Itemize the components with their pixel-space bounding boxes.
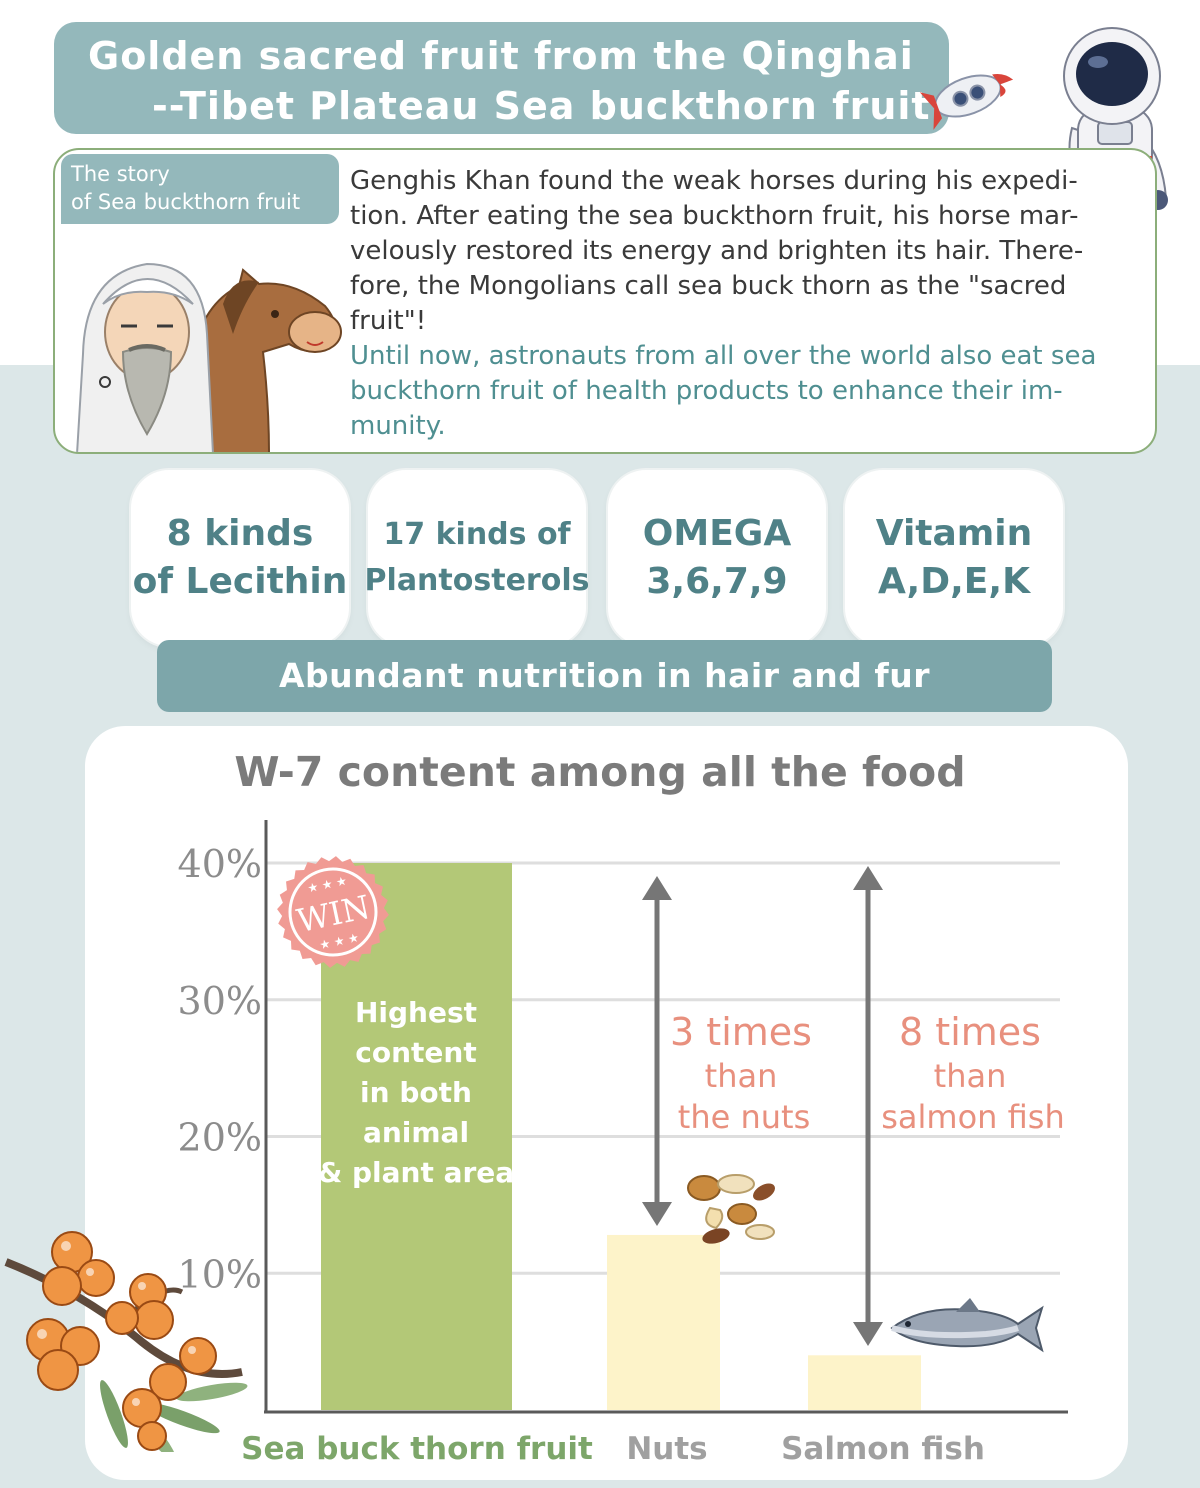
story-box: The story of Sea buckthorn fruit Genghis… <box>53 148 1157 454</box>
bar-annotation-line: animal <box>363 1116 469 1149</box>
nutrient-line-1: 17 kinds of <box>383 517 571 552</box>
win-badge-seal <box>277 856 389 968</box>
comparison-than: than <box>934 1057 1007 1095</box>
bar-annotation-line: Highest <box>355 996 477 1029</box>
story-tab: The story of Sea buckthorn fruit <box>61 154 339 224</box>
nutrient-line-2: Plantosterols <box>364 563 590 598</box>
chart-panel <box>85 726 1128 1480</box>
sea-buckthorn-branch-icon <box>4 1231 248 1452</box>
story-paragraph: Genghis Khan found the weak horses durin… <box>350 164 1120 339</box>
story-tab-line-1: The story <box>71 162 170 186</box>
title-banner: Golden sacred fruit from the Qinghai --T… <box>54 22 949 134</box>
story-line-5: fruit"! <box>350 306 427 336</box>
nutrient-card-lecithin: 8 kinds of Lecithin <box>131 470 349 646</box>
bar-annotation-line: content <box>355 1036 476 1069</box>
accent-line-2: buckthorn fruit of health products to en… <box>350 376 1063 406</box>
y-tick-label: 30% <box>178 979 262 1023</box>
bar-salmon-fish <box>808 1355 921 1410</box>
x-category-label: Nuts <box>626 1431 707 1467</box>
x-category-label: Sea buck thorn fruit <box>241 1431 593 1467</box>
story-text: Genghis Khan found the weak horses durin… <box>350 164 1120 444</box>
y-tick-label: 10% <box>178 1252 262 1296</box>
bar-annotation-line: in both <box>360 1076 472 1109</box>
nutrient-line-1: Vitamin <box>875 513 1033 554</box>
win-badge-ring <box>288 867 378 957</box>
nutrient-card-plantosterols: 17 kinds of Plantosterols <box>365 470 589 646</box>
arrow-head-down <box>853 1322 883 1346</box>
nuts-icon <box>687 1174 775 1244</box>
nutrient-line-2: 3,6,7,9 <box>646 561 788 602</box>
comparison-target: salmon fish <box>881 1098 1064 1136</box>
nutrient-line-2: A,D,E,K <box>878 561 1030 602</box>
x-category-label: Salmon fish <box>781 1431 985 1467</box>
nutrient-line-1: 8 kinds <box>166 513 314 554</box>
win-badge: WIN★ ★ ★★ ★ ★ <box>277 856 389 968</box>
astronaut-paragraph: Until now, astronauts from all over the … <box>350 339 1120 444</box>
arrow-salmon-comparison <box>853 866 883 1346</box>
nutrient-line-2: of Lecithin <box>132 561 348 602</box>
story-line-4: fore, the Mongolians call sea buck thorn… <box>350 271 1067 301</box>
chart-title: W-7 content among all the food <box>234 748 966 796</box>
nutrient-card-omega: OMEGA 3,6,7,9 <box>608 470 826 646</box>
story-line-1: Genghis Khan found the weak horses durin… <box>350 166 1078 196</box>
arrow-head-down <box>642 1202 672 1226</box>
bar-nuts <box>607 1234 720 1410</box>
page-title-line-2: --Tibet Plateau Sea buckthorn fruit <box>152 84 931 128</box>
page-title-line-1: Golden sacred fruit from the Qinghai <box>88 34 914 78</box>
comparison-than: than <box>705 1057 778 1095</box>
arrow-head-up <box>853 866 883 890</box>
y-tick-label: 20% <box>178 1116 262 1160</box>
accent-line-1: Until now, astronauts from all over the … <box>350 341 1097 371</box>
story-line-3: velously restored its energy and brighte… <box>350 236 1084 266</box>
genghis-khan-and-horse-illustration <box>76 262 342 452</box>
rocket-icon <box>919 73 1014 130</box>
comparison-times: 3 times <box>670 1010 812 1054</box>
story-tab-line-2: of Sea buckthorn fruit <box>71 190 301 214</box>
bar-annotation-line: & plant area <box>318 1156 514 1189</box>
y-tick-label: 40% <box>178 842 262 886</box>
comparison-times: 8 times <box>899 1010 1041 1054</box>
comparison-target: the nuts <box>678 1098 810 1136</box>
arrow-head-up <box>642 876 672 900</box>
nutrient-line-1: OMEGA <box>642 513 792 554</box>
accent-line-3: munity. <box>350 411 446 441</box>
arrow-nuts-comparison <box>642 876 672 1226</box>
nutrient-card-vitamin: Vitamin A,D,E,K <box>845 470 1063 646</box>
salmon-fish-icon <box>890 1298 1044 1353</box>
story-line-2: tion. After eating the sea buckthorn fru… <box>350 201 1079 231</box>
